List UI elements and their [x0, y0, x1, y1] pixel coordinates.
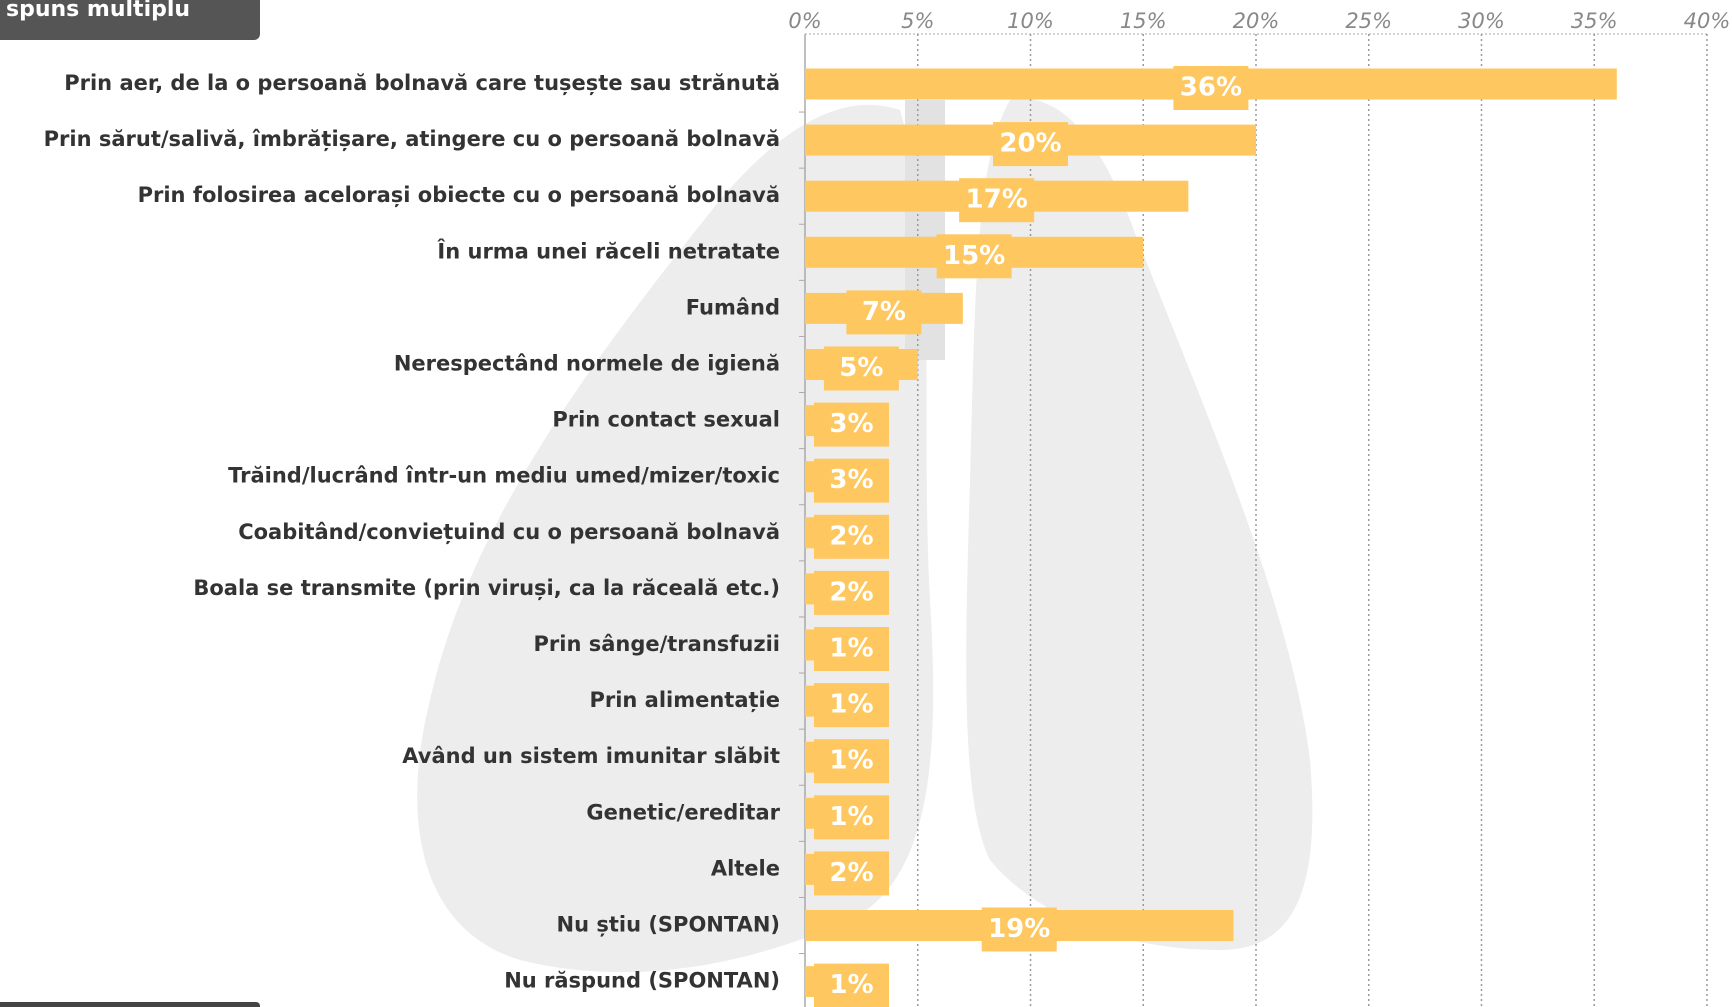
value-label: 1% [829, 802, 873, 832]
header-badge [0, 0, 260, 40]
value-label: 3% [829, 465, 873, 495]
x-tick-label: 0% [788, 9, 821, 33]
category-label: Altele [711, 856, 780, 880]
category-label: Nerespectând normele de igienă [394, 352, 780, 376]
value-label-box [823, 346, 899, 391]
category-label: În urma unei răceli netratate [437, 238, 780, 263]
value-label: 1% [829, 690, 873, 720]
value-label: 5% [839, 353, 883, 383]
category-label: Prin folosirea acelorași obiecte cu o pe… [138, 183, 780, 207]
value-label: 2% [829, 577, 873, 607]
value-label: 2% [829, 521, 873, 551]
value-label: 2% [829, 858, 873, 888]
value-label: 3% [829, 409, 873, 439]
value-label-box [814, 570, 889, 615]
value-label-box [993, 122, 1068, 167]
category-label: Prin alimentație [589, 688, 780, 713]
value-label-box [936, 234, 1012, 279]
category-label: Prin sânge/transfuzii [534, 632, 781, 656]
value-label: 36% [1180, 73, 1242, 103]
value-label-box [846, 290, 922, 335]
category-label: Coabitând/conviețuind cu o persoană boln… [238, 520, 780, 545]
value-label: 17% [966, 185, 1028, 215]
value-label-box [959, 178, 1035, 223]
value-label-box [814, 458, 889, 503]
x-tick-label: 25% [1345, 9, 1392, 33]
category-label: Boala se transmite (prin viruși, ca la r… [193, 576, 780, 600]
x-tick-label: 10% [1007, 9, 1054, 33]
footer-badge [0, 1002, 260, 1007]
category-label: Prin sărut/salivă, îmbrățișare, atingere… [44, 127, 780, 152]
value-label-box [814, 851, 889, 896]
chart-title: spuns multiplu [6, 0, 190, 22]
category-label: Prin aer, de la o persoană bolnavă care … [64, 71, 780, 95]
x-tick-label: 20% [1233, 9, 1280, 33]
value-label: 1% [829, 970, 873, 1000]
value-label: 7% [862, 297, 906, 327]
x-tick-label: 40% [1684, 9, 1731, 33]
value-label-box [814, 627, 889, 671]
value-label-box [814, 514, 889, 559]
lungs-background [417, 98, 1313, 973]
value-label-box [814, 795, 889, 840]
category-label: Trăind/lucrând într-un mediu umed/mizer/… [228, 464, 780, 488]
value-label-box [814, 402, 889, 447]
value-label-box [981, 907, 1057, 952]
category-label: Având un sistem imunitar slăbit [402, 744, 780, 768]
x-tick-label: 35% [1571, 9, 1618, 33]
category-label: Fumând [686, 295, 780, 319]
value-label-box [814, 683, 889, 728]
value-label: 1% [829, 634, 873, 664]
x-tick-label: 15% [1120, 9, 1167, 33]
value-label: 15% [943, 241, 1005, 271]
value-label-box [814, 739, 889, 784]
category-label: Nu răspund (SPONTAN) [504, 969, 780, 993]
value-label-box [814, 963, 889, 1007]
value-label: 19% [988, 914, 1050, 944]
value-label: 1% [829, 746, 873, 776]
value-label-box [1173, 66, 1249, 110]
category-label: Nu știu (SPONTAN) [557, 913, 781, 937]
x-tick-label: 30% [1458, 9, 1505, 33]
value-label: 20% [999, 129, 1061, 159]
category-label: Genetic/ereditar [586, 800, 780, 824]
category-label: Prin contact sexual [552, 408, 780, 432]
x-tick-label: 5% [901, 9, 934, 33]
